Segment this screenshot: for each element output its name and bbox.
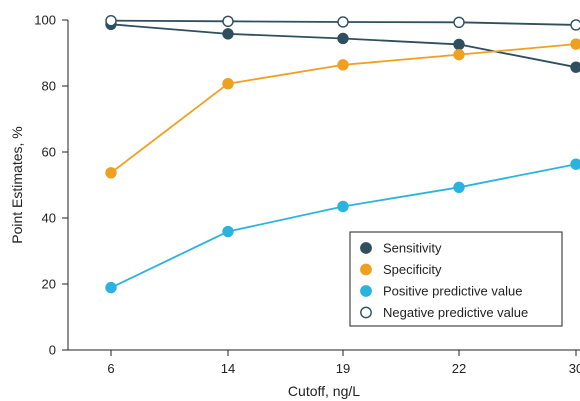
- data-point: [105, 14, 117, 27]
- x-axis-ticks: 6 14 19 22 30: [107, 350, 580, 376]
- x-tick-label: 14: [221, 361, 235, 376]
- x-tick-label: 22: [452, 361, 466, 376]
- data-point: [453, 38, 465, 51]
- data-point: [222, 225, 234, 238]
- legend-marker: [360, 242, 372, 254]
- y-tick-label: 20: [42, 277, 56, 292]
- legend-label: Specificity: [383, 262, 442, 277]
- legend-label: Sensitivity: [383, 241, 442, 256]
- x-axis-title: Cutoff, ng/L: [288, 383, 360, 399]
- data-point: [222, 77, 234, 90]
- series-specificity: [105, 38, 580, 179]
- data-point: [105, 281, 117, 294]
- x-tick-label: 19: [336, 361, 350, 376]
- series-positive-predictive-value: [105, 158, 580, 294]
- data-point: [105, 167, 117, 179]
- legend-label: Negative predictive value: [383, 305, 528, 320]
- series-negative-predictive-value: [105, 14, 580, 31]
- legend-marker: [360, 306, 372, 319]
- y-tick-label: 0: [49, 343, 56, 358]
- data-point: [570, 61, 580, 73]
- data-point: [337, 32, 349, 45]
- axes: 0 20 40 60 80 100 6 14 19 22 30 Cutoff, ng/L Poin…: [9, 13, 580, 399]
- data-point: [570, 38, 580, 50]
- data-point: [337, 16, 349, 28]
- legend-marker: [360, 263, 372, 276]
- legend-marker: [360, 285, 372, 297]
- data-point: [222, 28, 234, 40]
- data-point: [453, 16, 465, 29]
- data-point: [337, 200, 349, 213]
- legend-label: Positive predictive value: [383, 284, 522, 299]
- data-point: [453, 48, 465, 61]
- legend: Sensitivity Specificity Positive predictiv…: [349, 231, 563, 327]
- y-tick-label: 40: [42, 211, 56, 226]
- y-axis-ticks: 0 20 40 60 80 100: [34, 13, 68, 358]
- y-tick-label: 100: [34, 13, 56, 28]
- data-point: [453, 181, 465, 194]
- y-tick-label: 80: [42, 79, 56, 94]
- y-axis-title: Point Estimates, %: [9, 126, 25, 244]
- data-point: [570, 158, 580, 170]
- x-tick-label: 6: [107, 361, 114, 376]
- data-point: [337, 59, 349, 71]
- data-point: [570, 19, 580, 31]
- data-point: [222, 15, 234, 28]
- y-tick-label: 60: [42, 145, 56, 160]
- x-tick-label: 30: [569, 361, 580, 376]
- plot-area: [105, 14, 580, 294]
- legend-box: [349, 231, 563, 327]
